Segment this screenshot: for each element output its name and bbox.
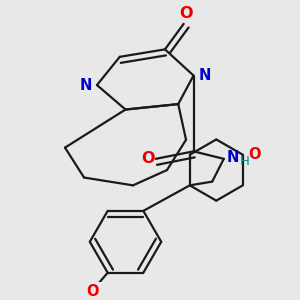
Text: O: O — [180, 6, 193, 21]
Text: O: O — [86, 284, 99, 299]
Text: N: N — [199, 68, 211, 83]
Text: O: O — [248, 147, 261, 162]
Text: H: H — [240, 155, 250, 168]
Text: O: O — [142, 151, 155, 166]
Text: N: N — [226, 150, 239, 165]
Text: N: N — [80, 78, 92, 93]
